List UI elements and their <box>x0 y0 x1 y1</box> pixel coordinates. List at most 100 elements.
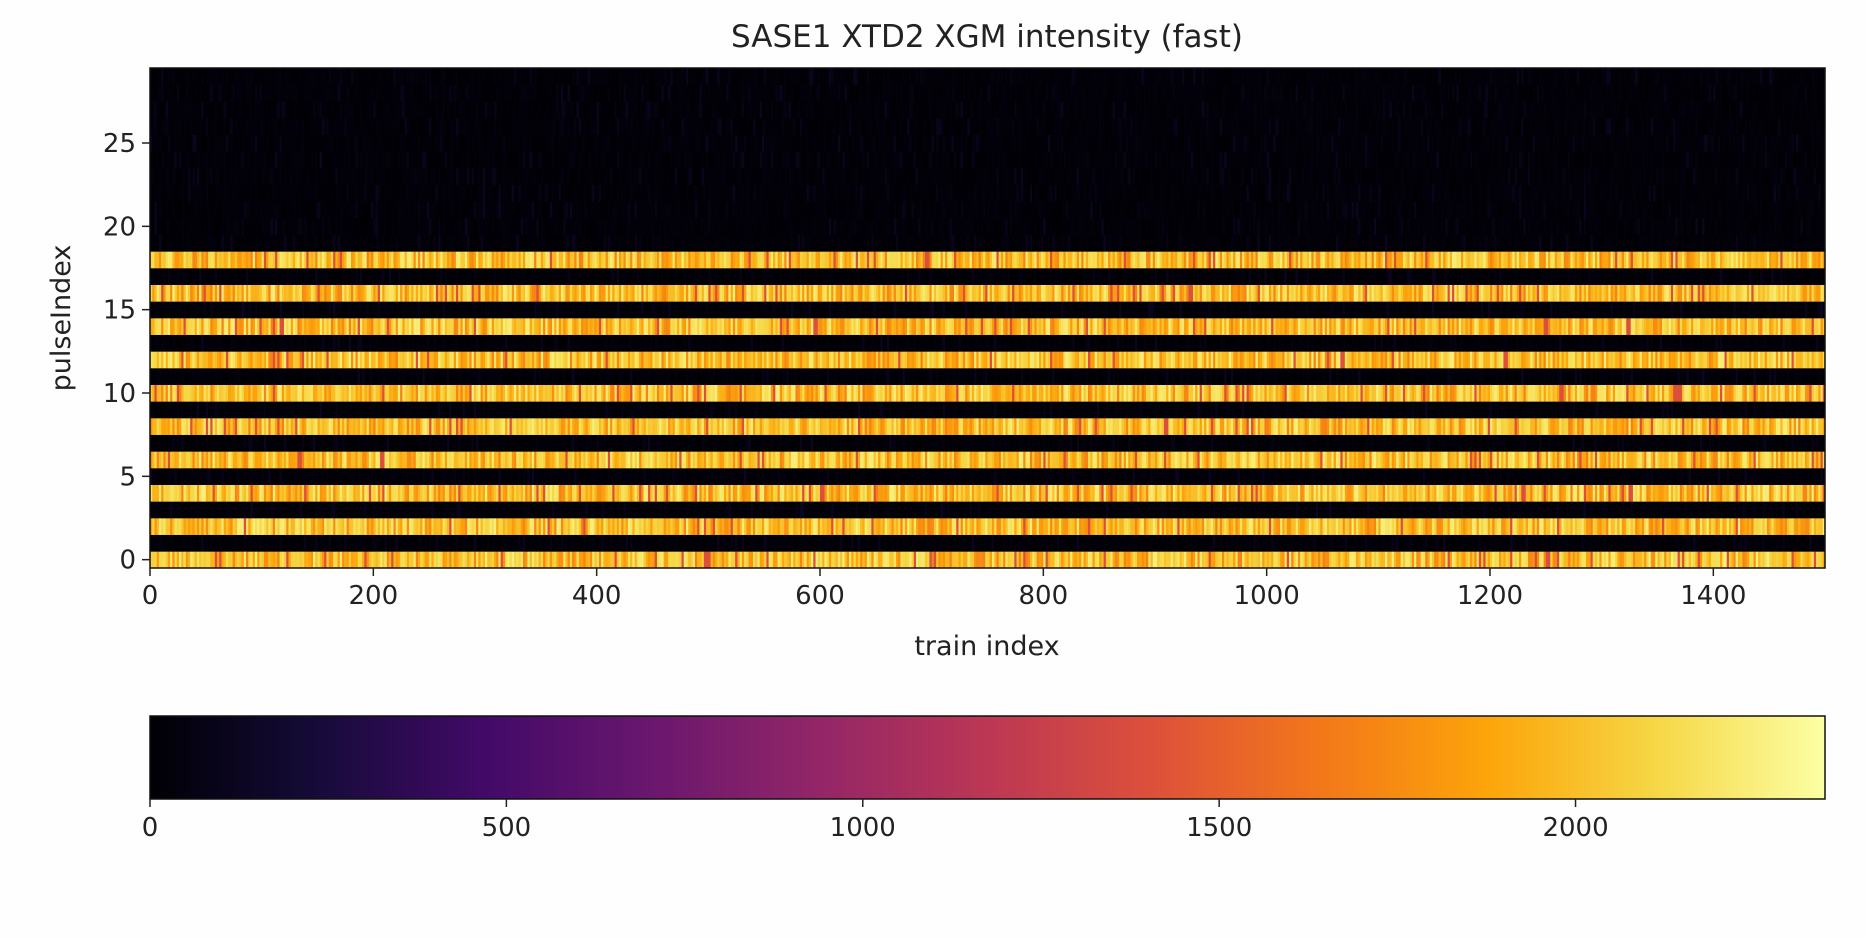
heatmap-cell <box>753 551 756 568</box>
heatmap-cell <box>1452 551 1455 568</box>
heatmap-cell <box>1552 534 1556 552</box>
heatmap-cell <box>1369 518 1373 535</box>
heatmap-cell <box>572 518 575 535</box>
heatmap-cell <box>1746 518 1750 535</box>
heatmap-cell <box>788 534 792 552</box>
heatmap-cell <box>623 518 627 535</box>
heatmap-cell <box>790 484 794 502</box>
heatmap-cell <box>1081 534 1085 552</box>
heatmap-cell <box>1597 518 1601 535</box>
heatmap-cell <box>650 501 654 519</box>
heatmap-cell <box>1313 518 1317 535</box>
heatmap-cell <box>741 518 745 535</box>
heatmap-cell <box>978 501 982 519</box>
heatmap-cell <box>592 501 596 519</box>
heatmap-cell <box>1029 501 1033 519</box>
heatmap-cell <box>708 534 712 552</box>
heatmap-cell <box>353 551 357 568</box>
heatmap-cell <box>880 534 884 552</box>
heatmap-cell <box>978 551 982 568</box>
heatmap-cell <box>480 518 484 535</box>
heatmap-cell <box>909 551 913 568</box>
heatmap-cell <box>317 518 321 535</box>
heatmap-cell <box>183 551 187 568</box>
heatmap-cell <box>422 518 426 535</box>
heatmap-cell <box>1152 518 1156 535</box>
heatmap-cell <box>1612 501 1616 519</box>
heatmap-cell <box>1148 534 1152 552</box>
heatmap-cell <box>1463 551 1467 568</box>
heatmap-cell <box>1418 551 1422 568</box>
heatmap-cell <box>203 551 207 568</box>
heatmap-cell <box>491 518 495 535</box>
heatmap-cell <box>384 518 388 535</box>
heatmap-cell <box>1458 501 1462 519</box>
heatmap-cell <box>1507 534 1511 552</box>
heatmap-cell <box>1507 551 1511 568</box>
heatmap-cell <box>971 534 975 552</box>
heatmap-cell <box>735 534 738 552</box>
heatmap-cell <box>1784 518 1788 535</box>
heatmap-cell <box>163 484 167 502</box>
heatmap-cell <box>330 501 334 519</box>
heatmap-cell <box>1262 501 1266 519</box>
heatmap-cell <box>263 501 267 519</box>
heatmap-cell <box>319 501 323 519</box>
heatmap-cell <box>505 534 508 552</box>
heatmap-cell <box>717 551 721 568</box>
heatmap-cell <box>891 501 895 519</box>
heatmap-cell <box>761 551 765 568</box>
heatmap-cell <box>489 551 493 568</box>
heatmap-cell <box>1809 501 1813 519</box>
heatmap-cell <box>1655 518 1659 535</box>
heatmap-cell <box>464 484 468 502</box>
heatmap-cell <box>1043 501 1047 519</box>
heatmap-cell <box>1186 501 1190 519</box>
heatmap-cell <box>1038 551 1042 568</box>
heatmap-cell <box>1449 551 1453 568</box>
heatmap-cell <box>1445 518 1449 535</box>
heatmap-cell <box>1063 551 1067 568</box>
heatmap-cell <box>529 551 533 568</box>
heatmap-cell <box>884 551 888 568</box>
heatmap-cell <box>1217 534 1221 552</box>
heatmap-cell <box>1012 501 1015 519</box>
heatmap-cell <box>603 551 607 568</box>
heatmap-cell <box>648 501 651 519</box>
heatmap-cell <box>254 518 258 535</box>
heatmap-cell <box>1161 518 1165 535</box>
heatmap-cell <box>1740 534 1743 552</box>
heatmap-cell <box>1425 518 1429 535</box>
heatmap-cell <box>668 484 671 502</box>
heatmap-cell <box>237 534 240 552</box>
heatmap-cell <box>1679 551 1683 568</box>
heatmap-cell <box>1530 501 1534 519</box>
heatmap-cell <box>1436 551 1440 568</box>
heatmap-cell <box>983 551 986 568</box>
heatmap-cell <box>889 534 893 552</box>
heatmap-cell <box>1237 551 1241 568</box>
heatmap-cell <box>440 534 444 552</box>
heatmap-cell <box>983 501 986 519</box>
heatmap-cell <box>525 484 529 502</box>
heatmap-cell <box>442 501 446 519</box>
heatmap-cell <box>1798 518 1802 535</box>
heatmap-cell <box>368 551 372 568</box>
heatmap-cell <box>418 534 421 552</box>
heatmap-cell <box>1175 534 1178 552</box>
heatmap-cell <box>636 501 640 519</box>
heatmap-cell <box>598 518 602 535</box>
heatmap-cell <box>1311 518 1315 535</box>
heatmap-cell <box>811 551 814 568</box>
heatmap-cell <box>1376 534 1379 552</box>
heatmap-cell <box>837 551 841 568</box>
heatmap-cell <box>1244 501 1248 519</box>
heatmap-cell <box>1242 551 1245 568</box>
heatmap-cell <box>1456 501 1460 519</box>
heatmap-cell <box>741 484 745 502</box>
heatmap-cell <box>1315 518 1319 535</box>
heatmap-cell <box>806 534 810 552</box>
heatmap-cell <box>560 551 564 568</box>
heatmap-cell <box>1594 551 1598 568</box>
heatmap-cell <box>1494 534 1498 552</box>
